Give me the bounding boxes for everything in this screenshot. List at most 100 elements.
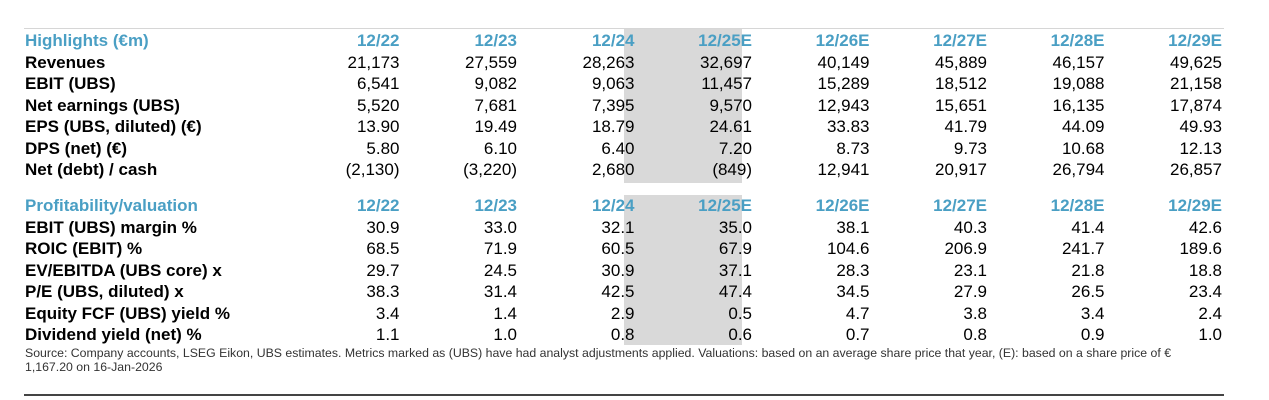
table-cell: (3,220) xyxy=(463,160,517,179)
table-cell: 67.9 xyxy=(718,239,752,258)
row-label: EV/EBITDA (UBS core) x xyxy=(25,260,222,280)
table-cell: 13.90 xyxy=(356,117,400,136)
table-row: Net earnings (UBS) 5,520 7,681 7,395 9,570 12… xyxy=(24,95,1224,117)
table-cell: 7,395 xyxy=(591,95,635,115)
table-cell: 38.1 xyxy=(836,217,870,237)
profitability-title: Profitability/valuation xyxy=(25,196,198,215)
table-cell: 23.4 xyxy=(1188,282,1222,301)
row-label: Equity FCF (UBS) yield % xyxy=(25,303,230,323)
table-cell: (849) xyxy=(712,160,752,179)
table-cell: 42.6 xyxy=(1188,217,1222,237)
period-header: 12/28E xyxy=(1050,196,1105,215)
table-cell: 189.6 xyxy=(1179,239,1222,258)
table-cell: 1.0 xyxy=(493,325,517,344)
table-cell: 27.9 xyxy=(953,282,987,301)
table-cell: 17,874 xyxy=(1170,95,1222,115)
period-header: 12/27E xyxy=(933,31,987,50)
row-label: EBIT (UBS) xyxy=(25,74,116,93)
table-cell: 46,157 xyxy=(1052,52,1105,72)
table-cell: 21,158 xyxy=(1170,74,1222,93)
estimate-column-highlight xyxy=(624,195,742,345)
table-cell: 40.3 xyxy=(953,217,987,237)
highlights-header-row: Highlights (€m) 12/22 12/23 12/24 12/25E… xyxy=(24,30,1224,52)
table-row: EPS (UBS, diluted) (€) 13.90 19.49 18.79 24.… xyxy=(24,116,1224,138)
period-header: 12/25E xyxy=(698,196,752,215)
bottom-rule xyxy=(24,394,1224,396)
table-cell: 30.9 xyxy=(601,260,635,280)
table-cell: 33.83 xyxy=(826,117,870,136)
table-cell: 71.9 xyxy=(483,239,517,258)
table-cell: 44.09 xyxy=(1061,117,1105,136)
row-label: EPS (UBS, diluted) (€) xyxy=(25,117,202,136)
period-header: 12/23 xyxy=(474,196,517,215)
table-cell: 1.0 xyxy=(1198,325,1222,344)
table-cell: 206.9 xyxy=(944,239,987,258)
period-header: 12/24 xyxy=(591,31,635,50)
table-cell: 5,520 xyxy=(356,95,400,115)
table-cell: 2,680 xyxy=(591,160,635,179)
table-cell: 47.4 xyxy=(718,282,752,301)
table-row: EBIT (UBS) margin % 30.9 33.0 32.1 35.0 38.1 4… xyxy=(24,217,1224,239)
table-cell: 41.79 xyxy=(944,117,987,136)
table-cell: 34.5 xyxy=(836,282,870,301)
table-row: Revenues 21,173 27,559 28,263 32,697 40,149 45… xyxy=(24,52,1224,74)
table-cell: 49,625 xyxy=(1170,52,1222,72)
table-cell: 18.79 xyxy=(591,117,635,136)
table-cell: 28,263 xyxy=(582,52,635,72)
row-label: Revenues xyxy=(25,52,106,72)
period-header: 12/26E xyxy=(815,196,870,215)
table-cell: 35.0 xyxy=(718,217,752,237)
table-row: Equity FCF (UBS) yield % 3.4 1.4 2.9 0.5 4.7 3… xyxy=(24,303,1224,325)
period-header: 12/27E xyxy=(933,196,987,215)
row-label: DPS (net) (€) xyxy=(25,138,127,158)
table-cell: 21,173 xyxy=(347,52,400,72)
table-cell: 19.49 xyxy=(474,117,517,136)
table-cell: 29.7 xyxy=(366,260,400,280)
table-cell: 0.7 xyxy=(845,325,870,344)
table-cell: 9,570 xyxy=(709,95,752,115)
table-cell: 0.8 xyxy=(963,325,987,344)
period-header: 12/26E xyxy=(815,31,870,50)
table-cell: 4.7 xyxy=(845,303,870,323)
table-cell: 0.8 xyxy=(610,325,635,344)
table-cell: 3.4 xyxy=(375,303,400,323)
table-cell: 49.93 xyxy=(1179,117,1222,136)
row-label: Dividend yield (net) % xyxy=(25,325,202,344)
table-cell: 32,697 xyxy=(700,52,752,72)
table-cell: 40,149 xyxy=(817,52,870,72)
table-cell: 32.1 xyxy=(601,217,635,237)
table-cell: 26.5 xyxy=(1071,282,1105,301)
table-cell: 0.5 xyxy=(728,303,752,323)
table-cell: 18,512 xyxy=(935,74,987,93)
table-cell: 31.4 xyxy=(483,282,517,301)
table-row: P/E (UBS, diluted) x 38.3 31.4 42.5 47.4 34.5… xyxy=(24,281,1224,303)
table-cell: 12,943 xyxy=(817,95,870,115)
table-cell: 26,857 xyxy=(1170,160,1222,179)
estimate-column-highlight xyxy=(624,29,742,183)
table-cell: 41.4 xyxy=(1071,217,1105,237)
table-cell: 9,063 xyxy=(591,74,635,93)
row-label: Net (debt) / cash xyxy=(25,160,158,179)
table-cell: 42.5 xyxy=(601,282,635,301)
source-footnote: Source: Company accounts, LSEG Eikon, UB… xyxy=(25,346,1172,374)
table-cell: 37.1 xyxy=(718,260,752,280)
table-row: Dividend yield (net) % 1.1 1.0 0.8 0.6 0.7 0.8… xyxy=(24,324,1224,346)
table-cell: 26,794 xyxy=(1052,160,1105,179)
table-row: Net (debt) / cash (2,130) (3,220) 2,680 (849… xyxy=(24,159,1224,181)
table-cell: (2,130) xyxy=(345,160,400,179)
table-cell: 28.3 xyxy=(836,260,870,280)
period-header: 12/28E xyxy=(1050,31,1105,50)
table-cell: 9.73 xyxy=(953,138,987,158)
table-cell: 16,135 xyxy=(1052,95,1105,115)
table-cell: 33.0 xyxy=(483,217,517,237)
table-cell: 3.4 xyxy=(1080,303,1105,323)
row-label: ROIC (EBIT) % xyxy=(25,239,143,258)
period-header: 12/23 xyxy=(474,31,517,50)
table-cell: 241.7 xyxy=(1061,239,1105,258)
table-cell: 7,681 xyxy=(474,95,517,115)
table-cell: 9,082 xyxy=(474,74,517,93)
table-cell: 15,651 xyxy=(935,95,987,115)
period-header: 12/25E xyxy=(698,31,752,50)
profitability-table: Profitability/valuation 12/22 12/23 12/2… xyxy=(24,195,1224,346)
table-cell: 3.8 xyxy=(963,303,987,323)
